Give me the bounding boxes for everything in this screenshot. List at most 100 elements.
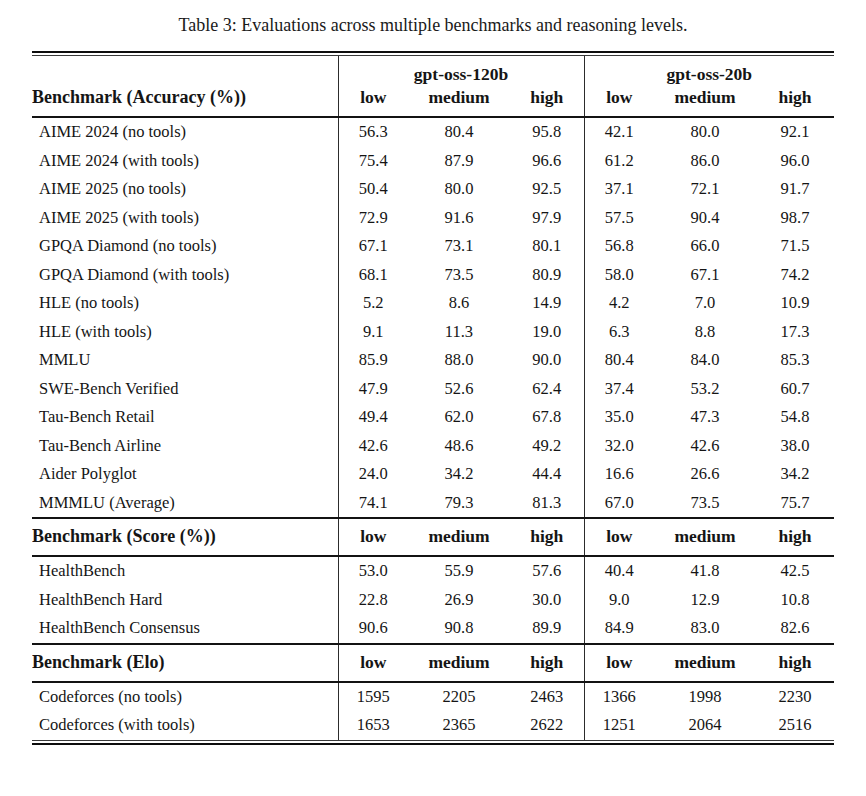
- model-header-120b: gpt-oss-120b: [338, 56, 584, 86]
- value-cell: 75.4: [338, 147, 408, 176]
- value-cell: 87.9: [408, 147, 510, 176]
- column-header-benchmark-accuracy: Benchmark (Accuracy (%)): [32, 86, 338, 117]
- elo-section-body: Codeforces (no tools) 1595 2205 2463 136…: [32, 682, 834, 740]
- value-cell: 53.0: [338, 556, 408, 586]
- column-header-benchmark-score: Benchmark (Score (%)): [32, 518, 338, 556]
- level-header-medium: medium: [408, 518, 510, 556]
- value-cell: 91.7: [756, 175, 834, 204]
- benchmark-label: GPQA Diamond (no tools): [32, 232, 338, 261]
- benchmark-label: AIME 2024 (with tools): [32, 147, 338, 176]
- value-cell: 67.1: [338, 232, 408, 261]
- value-cell: 92.1: [756, 117, 834, 147]
- table-row: AIME 2024 (with tools) 75.4 87.9 96.6 61…: [32, 147, 834, 176]
- value-cell: 19.0: [510, 318, 584, 347]
- table-row: HealthBench 53.0 55.9 57.6 40.4 41.8 42.…: [32, 556, 834, 586]
- value-cell: 90.4: [654, 204, 756, 233]
- level-header-medium: medium: [654, 86, 756, 117]
- value-cell: 61.2: [584, 147, 654, 176]
- value-cell: 26.9: [408, 586, 510, 615]
- section-header-row: Benchmark (Elo) low medium high low medi…: [32, 644, 834, 682]
- table-row: GPQA Diamond (with tools) 68.1 73.5 80.9…: [32, 261, 834, 290]
- benchmark-label: HealthBench Consensus: [32, 614, 338, 644]
- value-cell: 22.8: [338, 586, 408, 615]
- value-cell: 4.2: [584, 289, 654, 318]
- table-row: AIME 2025 (with tools) 72.9 91.6 97.9 57…: [32, 204, 834, 233]
- level-header-medium: medium: [654, 518, 756, 556]
- level-header-high: high: [756, 644, 834, 682]
- value-cell: 2622: [510, 711, 584, 740]
- empty-corner-cell: [32, 56, 338, 86]
- value-cell: 67.8: [510, 403, 584, 432]
- value-cell: 86.0: [654, 147, 756, 176]
- value-cell: 1595: [338, 682, 408, 712]
- section-header-row: Benchmark (Score (%)) low medium high lo…: [32, 518, 834, 556]
- table-row: Tau-Bench Retail 49.4 62.0 67.8 35.0 47.…: [32, 403, 834, 432]
- benchmark-label: Tau-Bench Airline: [32, 432, 338, 461]
- level-header-low: low: [338, 644, 408, 682]
- level-header-high: high: [756, 518, 834, 556]
- level-header-medium: medium: [654, 644, 756, 682]
- benchmark-label: Aider Polyglot: [32, 460, 338, 489]
- value-cell: 54.8: [756, 403, 834, 432]
- table-row: GPQA Diamond (no tools) 67.1 73.1 80.1 5…: [32, 232, 834, 261]
- level-header-medium: medium: [408, 644, 510, 682]
- value-cell: 47.9: [338, 375, 408, 404]
- table-row: AIME 2025 (no tools) 50.4 80.0 92.5 37.1…: [32, 175, 834, 204]
- value-cell: 38.0: [756, 432, 834, 461]
- value-cell: 85.3: [756, 346, 834, 375]
- value-cell: 80.9: [510, 261, 584, 290]
- value-cell: 49.2: [510, 432, 584, 461]
- value-cell: 24.0: [338, 460, 408, 489]
- value-cell: 53.2: [654, 375, 756, 404]
- table-row: Codeforces (with tools) 1653 2365 2622 1…: [32, 711, 834, 740]
- value-cell: 1998: [654, 682, 756, 712]
- benchmark-label: HealthBench Hard: [32, 586, 338, 615]
- value-cell: 79.3: [408, 489, 510, 519]
- value-cell: 91.6: [408, 204, 510, 233]
- value-cell: 56.8: [584, 232, 654, 261]
- value-cell: 32.0: [584, 432, 654, 461]
- value-cell: 30.0: [510, 586, 584, 615]
- benchmark-label: SWE-Bench Verified: [32, 375, 338, 404]
- benchmark-label: AIME 2025 (with tools): [32, 204, 338, 233]
- level-header-low: low: [584, 518, 654, 556]
- column-header-benchmark-elo: Benchmark (Elo): [32, 644, 338, 682]
- value-cell: 90.6: [338, 614, 408, 644]
- value-cell: 8.8: [654, 318, 756, 347]
- value-cell: 80.0: [408, 175, 510, 204]
- benchmark-table: gpt-oss-120b gpt-oss-20b Benchmark (Accu…: [32, 56, 834, 740]
- value-cell: 47.3: [654, 403, 756, 432]
- value-cell: 9.0: [584, 586, 654, 615]
- value-cell: 57.6: [510, 556, 584, 586]
- benchmark-label: MMLU: [32, 346, 338, 375]
- value-cell: 80.0: [654, 117, 756, 147]
- value-cell: 85.9: [338, 346, 408, 375]
- value-cell: 14.9: [510, 289, 584, 318]
- value-cell: 62.0: [408, 403, 510, 432]
- value-cell: 7.0: [654, 289, 756, 318]
- value-cell: 72.9: [338, 204, 408, 233]
- value-cell: 2205: [408, 682, 510, 712]
- value-cell: 84.0: [654, 346, 756, 375]
- value-cell: 52.6: [408, 375, 510, 404]
- value-cell: 84.9: [584, 614, 654, 644]
- level-header-low: low: [584, 86, 654, 117]
- value-cell: 92.5: [510, 175, 584, 204]
- value-cell: 80.1: [510, 232, 584, 261]
- benchmark-label: GPQA Diamond (with tools): [32, 261, 338, 290]
- value-cell: 34.2: [408, 460, 510, 489]
- value-cell: 40.4: [584, 556, 654, 586]
- value-cell: 35.0: [584, 403, 654, 432]
- value-cell: 96.6: [510, 147, 584, 176]
- table-row: AIME 2024 (no tools) 56.3 80.4 95.8 42.1…: [32, 117, 834, 147]
- value-cell: 26.6: [654, 460, 756, 489]
- benchmark-label: HealthBench: [32, 556, 338, 586]
- table-row: HealthBench Consensus 90.6 90.8 89.9 84.…: [32, 614, 834, 644]
- accuracy-section-body: AIME 2024 (no tools) 56.3 80.4 95.8 42.1…: [32, 117, 834, 518]
- table-row: Aider Polyglot 24.0 34.2 44.4 16.6 26.6 …: [32, 460, 834, 489]
- value-cell: 42.6: [338, 432, 408, 461]
- bottom-double-rule: [32, 740, 834, 745]
- table-row: HLE (no tools) 5.2 8.6 14.9 4.2 7.0 10.9: [32, 289, 834, 318]
- value-cell: 60.7: [756, 375, 834, 404]
- value-cell: 96.0: [756, 147, 834, 176]
